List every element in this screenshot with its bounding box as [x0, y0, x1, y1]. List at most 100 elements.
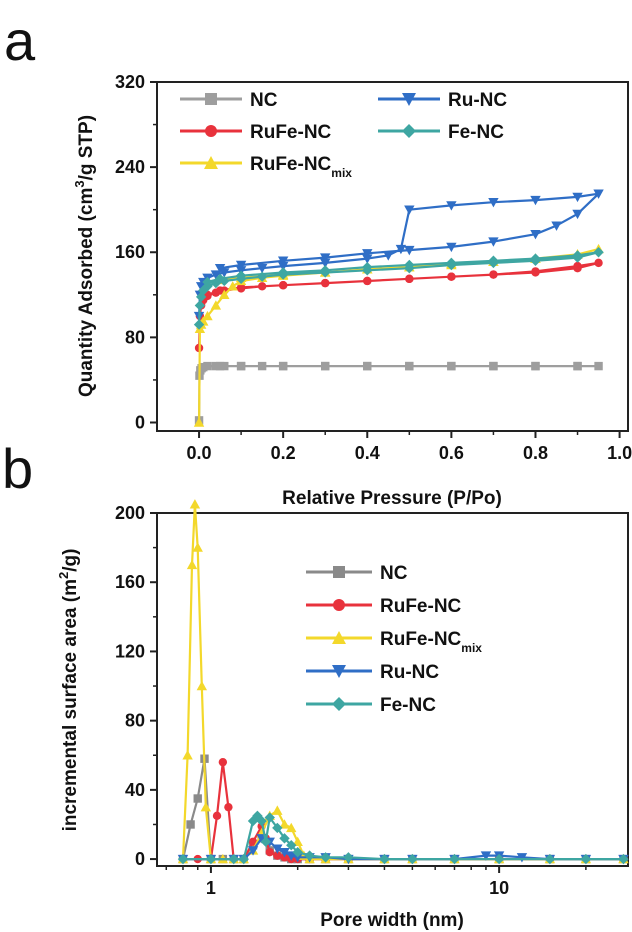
panel-b-data-point: [193, 794, 202, 803]
panel-a-data-point: [446, 242, 457, 253]
legend-b-rufe-nc-mix-marker: [332, 631, 346, 644]
panel-a-data-point: [404, 259, 415, 271]
legend-b-ru-nc: Ru-NC: [306, 662, 439, 683]
panel-a-data-point: [203, 361, 212, 371]
panel-a-data-point: [383, 251, 394, 261]
panel-b-data-point: [247, 815, 259, 827]
legend-a-ru-nc: Ru-NC: [378, 90, 507, 111]
panel-a-data-point: [214, 273, 226, 285]
panel-a-data-point: [489, 361, 498, 371]
panel-b-data-point: [256, 815, 267, 827]
panel-a-data-point: [277, 256, 289, 266]
panel-b-x-axis-label: Pore width (nm): [320, 910, 464, 931]
panel-a-y-ticks: 0 80 160 240 320: [115, 72, 157, 432]
panel-a-data-point: [405, 274, 414, 284]
panel-b-plot-area: [177, 499, 629, 865]
panel-a-data-point: [210, 277, 222, 289]
panel-a-data-point: [256, 264, 268, 274]
panel-a-x-tick-label: 0.0: [187, 443, 212, 463]
panel-a-x-tick-label: 1.0: [607, 443, 632, 463]
legend-a-rufe-nc: RuFe-NC: [180, 122, 332, 143]
panel-a-data-point: [236, 361, 246, 371]
legend-b-fe-nc: Fe-NC: [306, 695, 436, 716]
panel-a-data-point: [321, 278, 330, 288]
panel-a-data-point: [573, 361, 582, 371]
panel-b-data-point: [304, 850, 315, 861]
panel-a-data-point: [320, 258, 331, 269]
panel-b-data-point: [182, 750, 193, 760]
panel-a-frame: [156, 81, 629, 432]
panel-a-data-point: [488, 255, 499, 266]
legend-a-nc: NC: [180, 90, 278, 111]
panel-b-data-point: [273, 851, 282, 860]
panel-b-y-axis-label: incremental surface area (m2/g): [56, 549, 81, 832]
legend-b-fe-nc-marker: [332, 697, 346, 711]
panel-a-data-point: [404, 245, 415, 256]
panel-a-data-point: [320, 265, 331, 276]
panel-b-data-point: [292, 853, 303, 863]
panel-b-data-point: [260, 836, 271, 847]
panel-a-y-tick-label: 0: [135, 412, 145, 432]
panel-b-legend: NC RuFe-NC RuFe-NCmix Ru-NC Fe-NC: [306, 563, 482, 716]
panel-a-data-point: [194, 300, 206, 311]
legend-b-nc: NC: [306, 563, 408, 584]
panel-a-data-point: [573, 261, 582, 271]
panel-a-data-point: [227, 281, 238, 291]
panel-a-data-point: [320, 253, 331, 263]
panel-b-data-point: [516, 853, 528, 863]
legend-a-rufe-nc-mix-label: RuFe-NCmix: [250, 154, 352, 180]
panel-a-data-point: [210, 300, 222, 310]
panel-a-data-point: [489, 270, 498, 279]
panel-b-data-point: [379, 853, 390, 865]
panel-b-data-point: [286, 822, 297, 833]
panel-b-data-point: [189, 499, 201, 509]
panel-a-data-point: [277, 267, 289, 278]
panel-a-data-point: [446, 257, 457, 269]
panel-a-legend: NC Ru-NC RuFe-NC Fe-NC RuFe-NCmix: [180, 90, 507, 180]
legend-a-fe-nc-label: Fe-NC: [448, 122, 504, 143]
panel-b-label: b: [2, 437, 33, 500]
panel-a-y-tick-label: 320: [115, 72, 145, 92]
legend-a-ru-nc-marker: [402, 93, 416, 106]
panel-a-data-point: [278, 361, 288, 371]
panel-a-data-point: [278, 281, 288, 290]
panel-b-y-ticks: 0 40 80 120 160 200: [115, 503, 157, 869]
panel-a-x-tick-label: 0.6: [439, 443, 464, 463]
legend-a-fe-nc-marker: [402, 124, 416, 138]
panel-b-data-point: [272, 844, 283, 854]
legend-a-rufe-nc-label: RuFe-NC: [250, 122, 332, 143]
panel-a-data-point: [193, 319, 205, 330]
panel-a-data-point: [202, 310, 213, 321]
panel-a-data-point: [277, 261, 289, 272]
panel-a-x-ticks: 0.0 0.2 0.4 0.6 0.8 1.0: [187, 431, 632, 463]
panel-b-data-point: [493, 853, 505, 865]
legend-a-ru-nc-label: Ru-NC: [448, 90, 507, 111]
legend-a-rufe-nc-mix: RuFe-NCmix: [180, 154, 352, 180]
panel-a-series-nc: [194, 361, 603, 425]
legend-b-ru-nc-marker: [332, 665, 346, 678]
panel-a-data-point: [362, 249, 373, 259]
panel-b-data-point: [292, 836, 303, 846]
panel-a-series-rufe-nc: [194, 258, 603, 353]
panel-a-series-fe-nc: [193, 247, 604, 330]
panel-a-label: a: [4, 9, 36, 72]
panel-b-data-point: [205, 853, 217, 865]
panel-b-data-point: [186, 559, 198, 570]
panel-b-x-tick-label: 1: [206, 878, 216, 898]
legend-a-rufe-nc-mix-marker: [204, 156, 218, 169]
legend-b-rufe-nc-mix: RuFe-NCmix: [306, 629, 482, 655]
panel-b-y-tick-label: 200: [115, 503, 145, 523]
panel-a-data-point: [215, 361, 225, 371]
panel-b-x-ticks: 1 10: [165, 866, 587, 898]
panel-a-data-point: [215, 286, 225, 295]
panel-a-data-point: [257, 282, 267, 291]
panel-b-data-point: [200, 801, 212, 812]
panel-a-series-line: [198, 192, 600, 317]
panel-b-data-point: [196, 680, 208, 691]
panel-a-series-ru-nc: [193, 189, 604, 322]
panel-a-series-line: [198, 365, 600, 421]
panel-a-data-point: [488, 237, 499, 247]
panel-a-data-point: [530, 253, 541, 264]
panel-b: b 0 40 80 120 160 200 1 10 incremental surface…: [2, 437, 629, 931]
